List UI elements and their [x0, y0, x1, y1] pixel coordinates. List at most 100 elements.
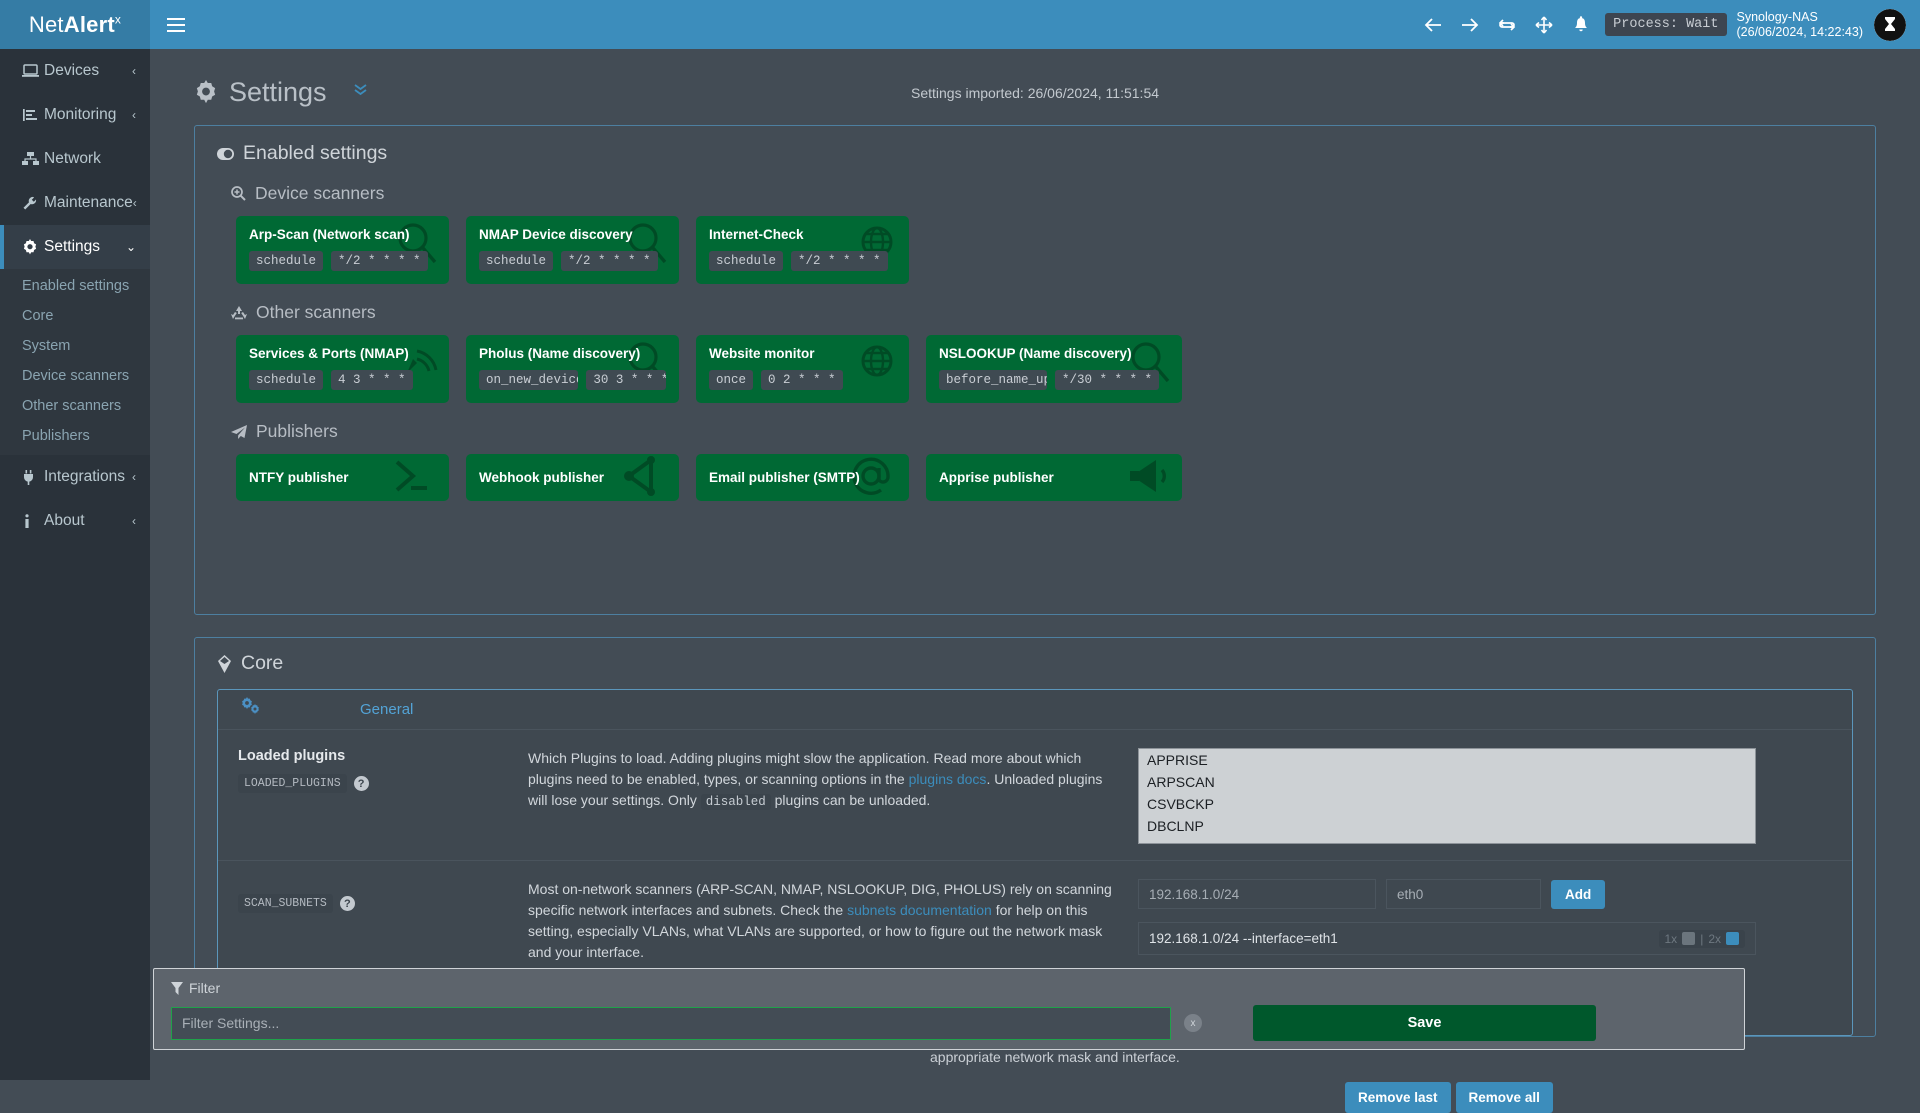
card-title: NTFY publisher [249, 470, 349, 485]
sidebar-item-enabled-settings[interactable]: Enabled settings [22, 278, 130, 294]
recycle-icon [231, 305, 247, 319]
sidebar-item-integrations[interactable]: Integrations ‹ [0, 455, 150, 499]
subnets-docs-link[interactable]: subnets documentation [847, 902, 992, 918]
edit-icon[interactable] [1682, 932, 1696, 945]
scanner-card-website-monitor[interactable]: Website monitor once 0 2 * * * [696, 335, 909, 403]
other-scanner-cards: Services & Ports (NMAP) schedule 4 3 * *… [195, 323, 1875, 403]
card-chip-type: before_name_updates [939, 370, 1047, 390]
terminal-icon [387, 454, 435, 501]
help-icon[interactable]: ? [339, 896, 355, 911]
sidebar-item-system[interactable]: System [22, 338, 71, 354]
move-icon[interactable] [1525, 0, 1562, 49]
card-chips: on_new_device 30 3 * * * [479, 370, 666, 390]
scanner-card-arp-scan[interactable]: Arp-Scan (Network scan) schedule */2 * *… [236, 216, 449, 284]
setting-label-block: SCAN_SUBNETS ? [218, 879, 528, 1019]
setting-name: Loaded plugins [238, 748, 346, 764]
setting-row-loaded-plugins: Loaded plugins LOADED_PLUGINS ? Which Pl… [218, 730, 1852, 861]
list-item[interactable]: CSVBCKP [1147, 796, 1214, 812]
zoom-in-icon [231, 186, 246, 201]
scanner-card-internet-check[interactable]: Internet-Check schedule */2 * * * * [696, 216, 909, 284]
page-title-text: Settings [229, 76, 327, 107]
sidebar-label-maintenance: Maintenance [44, 194, 133, 211]
subnet-entry-row[interactable]: 192.168.1.0/24 --interface=eth1 1x | 2x [1138, 922, 1756, 955]
chevron-left-icon: ‹ [132, 514, 136, 528]
sidebar-item-maintenance[interactable]: Maintenance ‹ [0, 181, 150, 225]
delete-icon[interactable] [1726, 932, 1739, 945]
card-chip-cron: 0 2 * * * [761, 370, 843, 390]
subnet-input[interactable]: 192.168.1.0/24 [1138, 879, 1376, 909]
sidebar-item-devices[interactable]: Devices ‹ [0, 49, 150, 93]
core-panel-title-text: Core [241, 652, 284, 674]
gear-icon [196, 80, 216, 104]
avatar-icon [1874, 8, 1906, 41]
enabled-settings-panel: Enabled settings Device scanners Arp-Sca… [194, 125, 1876, 615]
filter-label: Filter [171, 980, 1727, 996]
close-icon[interactable]: x [1184, 1014, 1202, 1032]
chevron-left-icon: ‹ [132, 196, 137, 210]
scanner-card-nmap-device-discovery[interactable]: NMAP Device discovery schedule */2 * * *… [466, 216, 679, 284]
arrow-right-icon[interactable] [1451, 0, 1488, 49]
sidebar-label-devices: Devices [44, 62, 100, 79]
sidebar-item-other-scanners[interactable]: Other scanners [22, 398, 122, 414]
add-button[interactable]: Add [1551, 879, 1606, 909]
filter-bar: Filter Filter Settings... x Save [153, 968, 1745, 1050]
sidebar-item-core[interactable]: Core [22, 308, 54, 324]
brand-logo[interactable]: NetAlertx [0, 0, 150, 49]
publisher-card-email-smtp[interactable]: Email publisher (SMTP) [696, 454, 909, 501]
filter-input[interactable]: Filter Settings... [171, 1006, 1171, 1040]
sidebar-item-device-scanners[interactable]: Device scanners [22, 368, 130, 384]
setting-key: LOADED_PLUGINS [238, 774, 347, 793]
save-button[interactable]: Save [1253, 1005, 1596, 1041]
entry-badges: 1x | 2x [1658, 929, 1745, 948]
sidebar-label-about: About [44, 512, 85, 529]
plugins-docs-link[interactable]: plugins docs [908, 771, 987, 787]
publisher-card-ntfy[interactable]: NTFY publisher [236, 454, 449, 501]
hamburger-icon [167, 17, 185, 32]
sidebar-item-monitoring[interactable]: Monitoring ‹ [0, 93, 150, 137]
publisher-card-apprise[interactable]: Apprise publisher [926, 454, 1182, 501]
setting-control: APPRISE ARPSCAN CSVBCKP DBCLNP [1138, 748, 1778, 844]
publisher-card-webhook[interactable]: Webhook publisher [466, 454, 679, 501]
card-title: Internet-Check [709, 227, 804, 242]
loaded-plugins-listbox[interactable]: APPRISE ARPSCAN CSVBCKP DBCLNP [1138, 748, 1756, 844]
remove-all-button[interactable]: Remove all [1455, 1082, 1553, 1113]
sidebar-item-about[interactable]: About ‹ [0, 499, 150, 543]
sidebar-toggle-button[interactable] [150, 0, 202, 49]
sidebar-item-settings[interactable]: Settings ⌄ [0, 225, 150, 269]
desc-part-1: Which Plugins to load. Adding plugins mi… [528, 750, 1082, 787]
chevron-left-icon: ‹ [132, 64, 136, 78]
chevron-down-icon: ⌄ [125, 240, 136, 254]
help-icon[interactable]: ? [353, 776, 369, 791]
group-title-publishers: Publishers [195, 403, 1875, 442]
globe-icon [851, 337, 903, 394]
scanner-card-nslookup[interactable]: NSLOOKUP (Name discovery) before_name_up… [926, 335, 1182, 403]
top-bar-actions: Process: Wait Synology-NAS (26/06/2024, … [1414, 0, 1920, 49]
filter-controls: Filter Settings... x Save [171, 1005, 1727, 1041]
card-title: Arp-Scan (Network scan) [249, 227, 410, 242]
scanner-card-services-ports-nmap[interactable]: Services & Ports (NMAP) schedule 4 3 * *… [236, 335, 449, 403]
sidebar-item-publishers[interactable]: Publishers [22, 428, 90, 444]
sync-icon[interactable] [1488, 0, 1525, 49]
remove-last-button[interactable]: Remove last [1345, 1082, 1451, 1113]
list-item[interactable]: DBCLNP [1147, 818, 1204, 834]
scanner-card-pholus[interactable]: Pholus (Name discovery) on_new_device 30… [466, 335, 679, 403]
top-bar: NetAlertx Process: Wait Synology-NAS (26… [0, 0, 1920, 49]
bell-icon[interactable] [1562, 0, 1599, 49]
arrow-left-icon[interactable] [1414, 0, 1451, 49]
list-item[interactable]: APPRISE [1147, 752, 1208, 768]
plug-icon [22, 469, 44, 485]
card-title: Webhook publisher [479, 470, 605, 485]
sidebar-item-network[interactable]: Network [0, 137, 150, 181]
desc-part-2: . Unloaded plugins will lose your settin… [528, 771, 1103, 808]
chevron-double-down-icon[interactable] [352, 81, 369, 103]
core-tabbar: General [218, 690, 1852, 730]
panel-title-text: Enabled settings [243, 142, 388, 164]
avatar[interactable] [1874, 8, 1906, 41]
tab-general[interactable]: General [360, 701, 414, 718]
list-item[interactable]: ARPSCAN [1147, 774, 1215, 790]
user-info[interactable]: Synology-NAS (26/06/2024, 14:22:43) [1737, 10, 1875, 40]
remove-buttons: Remove last Remove all [1345, 1082, 1553, 1113]
chevron-left-icon: ‹ [132, 108, 136, 122]
setting-control: 192.168.1.0/24 eth0 Add 192.168.1.0/24 -… [1138, 879, 1778, 1019]
interface-input[interactable]: eth0 [1386, 879, 1541, 909]
